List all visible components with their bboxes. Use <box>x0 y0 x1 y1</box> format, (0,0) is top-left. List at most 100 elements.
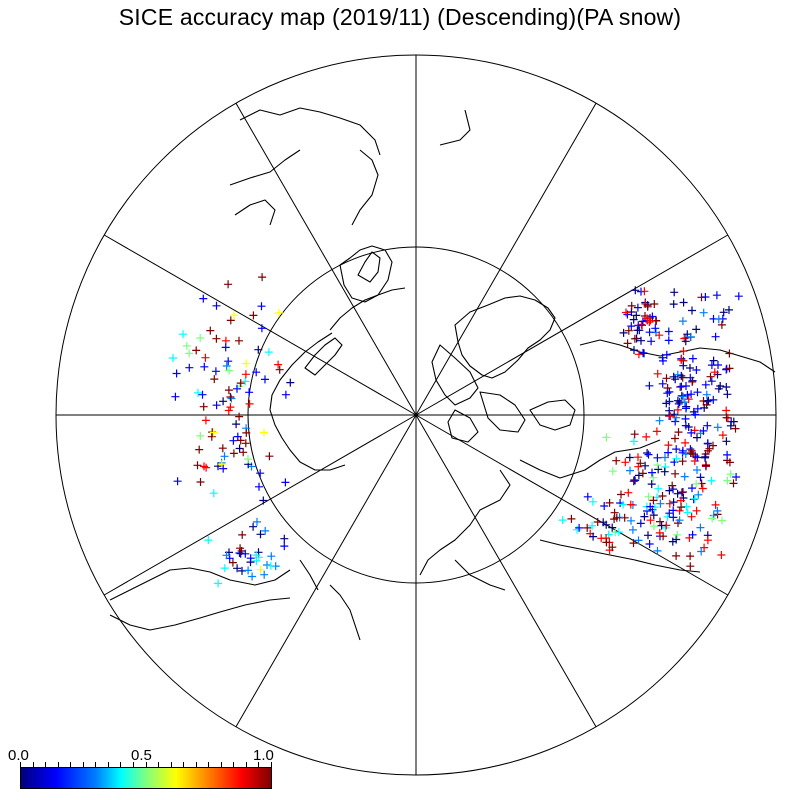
snow-accuracy-marker <box>619 500 628 509</box>
snow-accuracy-marker <box>711 500 720 509</box>
snow-accuracy-marker <box>636 519 645 528</box>
snow-accuracy-marker <box>173 477 182 486</box>
snow-accuracy-marker <box>567 514 576 523</box>
snow-accuracy-marker <box>267 552 276 561</box>
snow-accuracy-marker <box>692 366 701 374</box>
snow-accuracy-marker <box>701 461 710 470</box>
snow-accuracy-marker <box>706 372 715 381</box>
snow-accuracy-marker <box>612 456 621 465</box>
snow-accuracy-marker <box>725 305 733 314</box>
snow-accuracy-marker <box>224 280 233 289</box>
meridian-line <box>235 414 417 728</box>
snow-accuracy-marker <box>709 356 718 365</box>
snow-accuracy-marker <box>674 399 683 408</box>
snow-accuracy-marker <box>196 334 205 342</box>
snow-accuracy-marker <box>634 321 643 330</box>
snow-accuracy-marker <box>677 371 686 380</box>
snow-accuracy-marker <box>265 452 274 461</box>
snow-accuracy-marker <box>219 464 228 473</box>
snow-accuracy-marker <box>692 479 701 488</box>
snow-accuracy-marker <box>672 551 681 560</box>
snow-accuracy-marker <box>653 453 662 462</box>
colorbar-max-label: 1.0 <box>253 747 274 764</box>
colorbar-tick <box>120 762 122 767</box>
snow-accuracy-marker <box>206 326 215 335</box>
snow-accuracy-marker <box>681 438 690 447</box>
snow-accuracy-marker <box>235 444 244 453</box>
snow-accuracy-marker <box>652 427 661 436</box>
snow-accuracy-marker <box>624 326 633 335</box>
snow-accuracy-marker <box>210 375 219 384</box>
snow-accuracy-marker <box>691 410 700 419</box>
snow-accuracy-marker <box>732 473 741 481</box>
snow-accuracy-marker <box>664 441 673 450</box>
snow-accuracy-marker <box>241 377 250 386</box>
snow-accuracy-marker <box>669 300 678 309</box>
snow-accuracy-marker <box>249 522 258 531</box>
snow-accuracy-marker <box>696 473 705 482</box>
snow-accuracy-marker <box>226 316 235 325</box>
snow-accuracy-marker <box>668 481 677 490</box>
snow-accuracy-marker <box>655 331 664 340</box>
snow-accuracy-marker <box>602 520 611 529</box>
snow-accuracy-marker <box>702 400 711 409</box>
snow-accuracy-marker <box>675 516 684 525</box>
snow-accuracy-marker <box>638 469 647 478</box>
snow-accuracy-marker <box>674 428 683 437</box>
coastline-alaska <box>299 559 361 641</box>
snow-accuracy-marker <box>686 562 695 571</box>
snow-accuracy-marker <box>649 522 658 531</box>
snow-accuracy-marker <box>666 412 675 421</box>
snow-accuracy-marker <box>731 424 740 433</box>
snow-accuracy-marker <box>632 311 641 320</box>
snow-accuracy-marker <box>679 392 688 401</box>
snow-accuracy-marker <box>200 362 209 371</box>
snow-accuracy-marker <box>241 370 250 379</box>
snow-accuracy-marker <box>600 502 609 510</box>
coastline-europe <box>229 107 471 226</box>
colorbar-tick <box>107 762 109 767</box>
snow-accuracy-marker <box>202 463 211 472</box>
snow-accuracy-marker <box>257 324 266 333</box>
colorbar-tick <box>170 762 172 767</box>
snow-accuracy-marker <box>225 366 234 375</box>
snow-accuracy-marker <box>575 523 584 532</box>
snow-accuracy-marker <box>657 521 666 530</box>
colorbar-tick <box>82 762 84 767</box>
snow-accuracy-marker <box>683 390 692 399</box>
snow-accuracy-marker <box>658 492 667 500</box>
snow-accuracy-marker <box>693 388 702 397</box>
snow-accuracy-marker <box>697 547 706 556</box>
snow-accuracy-marker <box>222 551 231 560</box>
snow-accuracy-marker <box>224 386 233 395</box>
snow-accuracy-marker <box>169 354 177 362</box>
snow-accuracy-marker <box>661 453 669 462</box>
snow-accuracy-marker <box>646 316 655 325</box>
snow-accuracy-marker <box>654 484 663 493</box>
snow-accuracy-marker <box>678 317 687 326</box>
snow-accuracy-marker <box>662 374 671 383</box>
snow-accuracy-marker <box>199 402 208 411</box>
snow-accuracy-marker <box>644 492 653 501</box>
snow-accuracy-marker <box>659 532 668 541</box>
snow-accuracy-marker <box>702 390 711 399</box>
colorbar-tick <box>20 762 21 767</box>
snow-accuracy-marker <box>705 444 714 453</box>
colorbar-min-label: 0.0 <box>8 747 29 764</box>
snow-accuracy-marker <box>235 412 244 421</box>
snow-accuracy-marker <box>256 565 265 574</box>
snow-accuracy-marker <box>227 394 236 403</box>
snow-accuracy-marker <box>645 381 654 390</box>
snow-accuracy-marker <box>257 302 266 311</box>
snow-accuracy-marker <box>185 363 194 372</box>
snow-accuracy-marker <box>726 470 735 479</box>
colorbar-tick <box>195 762 197 767</box>
snow-accuracy-marker <box>242 359 251 368</box>
meridian-lines <box>56 55 776 775</box>
snow-accuracy-marker <box>623 339 632 348</box>
snow-accuracy-marker <box>714 384 723 393</box>
snow-accuracy-marker <box>684 395 693 404</box>
snow-accuracy-marker <box>207 432 216 441</box>
coastlines <box>109 107 776 641</box>
